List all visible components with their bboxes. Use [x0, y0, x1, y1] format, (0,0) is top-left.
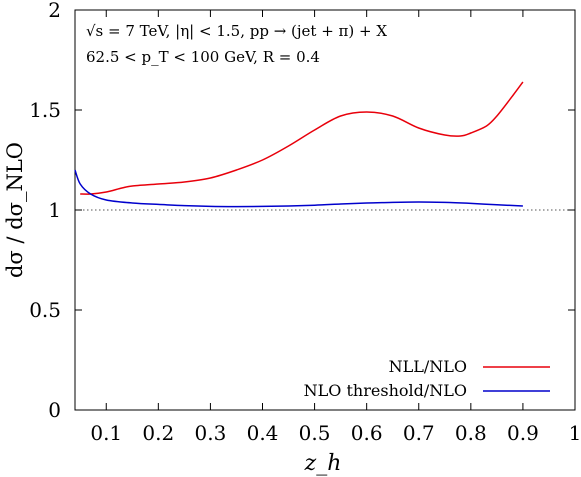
x-tick-label: 0.2: [142, 421, 174, 445]
x-tick-label: 0.1: [90, 421, 122, 445]
series-line-nll: [80, 81, 524, 195]
y-tick-labels: 0 0.5 1 1.5 2: [29, 0, 61, 422]
x-axis-label: z_h: [304, 451, 342, 476]
x-tick-label: 0.6: [351, 421, 383, 445]
y-tick-label: 0.5: [29, 298, 61, 322]
y-tick-label: 2: [48, 0, 61, 22]
legend-label-threshold: NLO threshold/NLO: [304, 381, 467, 400]
series-lines: [74, 81, 524, 208]
y-tick-label: 0: [48, 398, 61, 422]
legend-label-nll: NLL/NLO: [389, 357, 467, 376]
annotation-line-2: 62.5 < p_T < 100 GeV, R = 0.4: [86, 48, 320, 66]
annotation-line-1: √s = 7 TeV, |η| < 1.5, pp → (jet + π) + …: [86, 22, 387, 40]
axis-ticks: [75, 9, 576, 411]
x-tick-label: 0.8: [455, 421, 487, 445]
y-axis-label: dσ / dσ_NLO: [3, 142, 27, 278]
legend: NLL/NLO NLO threshold/NLO: [304, 357, 550, 400]
x-tick-labels: 0.1 0.2 0.3 0.4 0.5 0.6 0.7 0.8 0.9 1: [90, 421, 581, 445]
x-tick-label: 1: [569, 421, 581, 445]
x-tick-label: 0.3: [195, 421, 227, 445]
y-tick-label: 1.5: [29, 98, 61, 122]
y-tick-label: 1: [48, 198, 61, 222]
x-tick-label: 0.4: [247, 421, 279, 445]
x-tick-label: 0.7: [403, 421, 435, 445]
x-tick-label: 0.9: [507, 421, 539, 445]
series-line-threshold: [74, 169, 523, 208]
x-tick-label: 0.5: [299, 421, 331, 445]
